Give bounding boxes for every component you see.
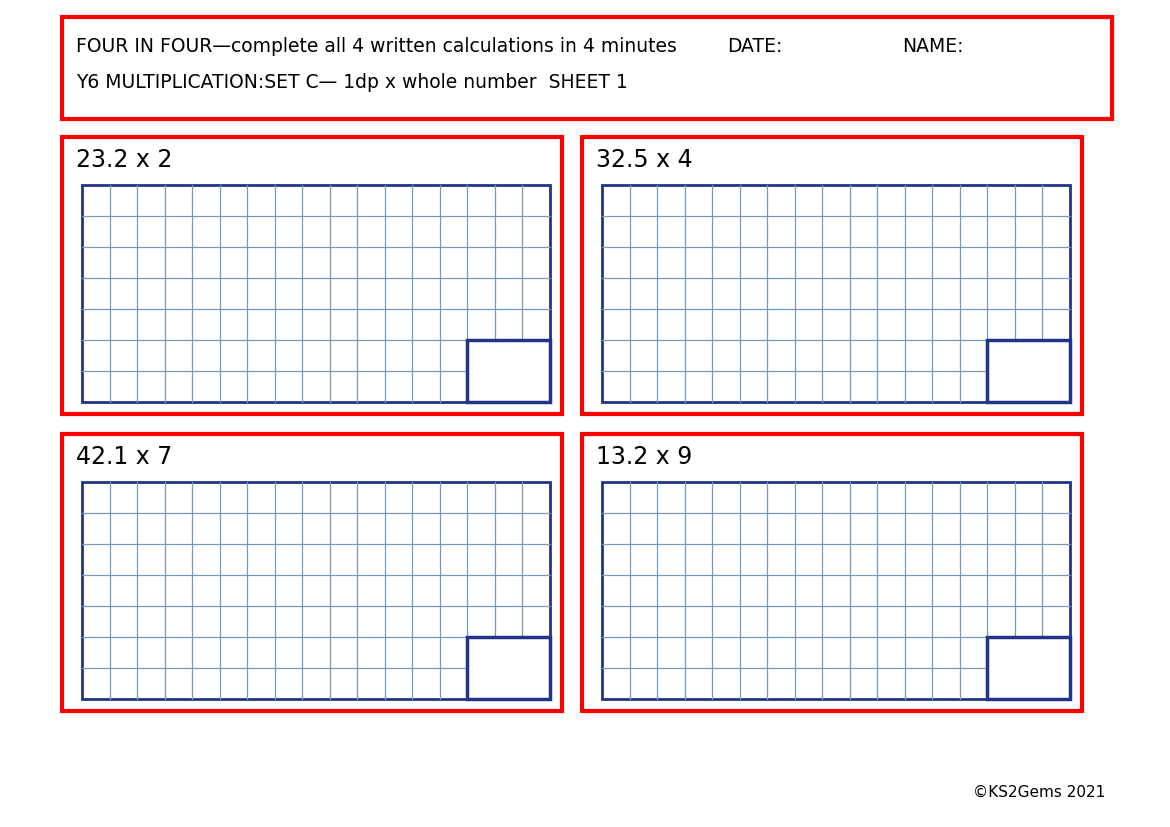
Text: NAME:: NAME: (902, 36, 964, 55)
Bar (987, 341, 1071, 403)
Bar (467, 341, 550, 403)
Text: 32.5 x 4: 32.5 x 4 (596, 148, 693, 172)
Text: DATE:: DATE: (727, 36, 783, 55)
Bar (82, 482, 550, 699)
Text: 13.2 x 9: 13.2 x 9 (596, 444, 693, 468)
Bar (467, 638, 550, 699)
Bar (62, 18, 1111, 120)
Text: 42.1 x 7: 42.1 x 7 (76, 444, 172, 468)
Bar (581, 138, 1082, 414)
Text: 23.2 x 2: 23.2 x 2 (76, 148, 172, 172)
Bar (581, 434, 1082, 711)
Text: ©KS2Gems 2021: ©KS2Gems 2021 (972, 784, 1104, 799)
Text: Y6 MULTIPLICATION:SET C— 1dp x whole number  SHEET 1: Y6 MULTIPLICATION:SET C— 1dp x whole num… (76, 74, 628, 93)
Bar (62, 434, 562, 711)
Bar (603, 482, 1071, 699)
Bar (987, 638, 1071, 699)
Bar (603, 186, 1071, 403)
Text: FOUR IN FOUR—complete all 4 written calculations in 4 minutes: FOUR IN FOUR—complete all 4 written calc… (76, 36, 677, 55)
Bar (62, 138, 562, 414)
Bar (82, 186, 550, 403)
